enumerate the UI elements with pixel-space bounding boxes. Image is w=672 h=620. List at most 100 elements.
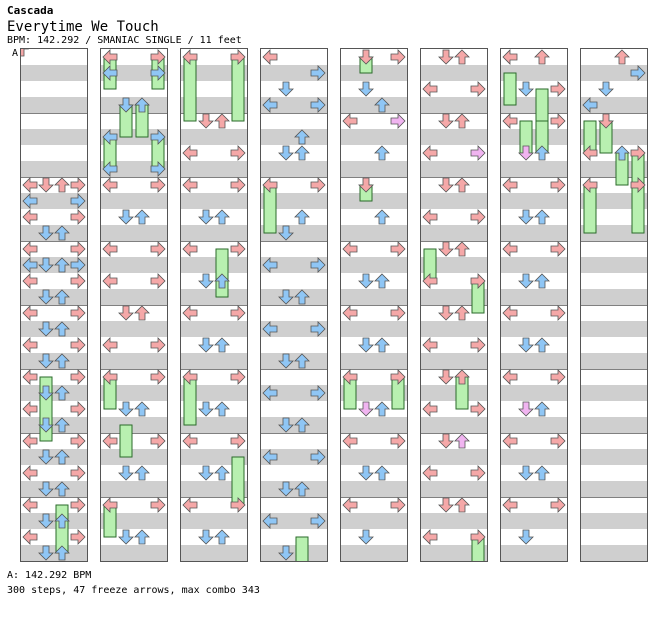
beat-band	[421, 417, 487, 433]
down-arrow-note	[198, 465, 214, 481]
down-arrow-note	[438, 177, 454, 193]
bpm-section-marker: A	[12, 48, 19, 59]
beat-band	[581, 513, 647, 529]
left-arrow-note	[182, 145, 198, 161]
up-arrow-note	[614, 145, 630, 161]
up-arrow-note	[454, 177, 470, 193]
beat-band	[581, 545, 647, 561]
left-arrow-note	[182, 49, 198, 65]
beat-band	[261, 225, 327, 241]
up-arrow-note	[54, 481, 70, 497]
beat-band	[261, 257, 327, 273]
left-arrow-note	[102, 177, 118, 193]
left-arrow-note	[582, 97, 598, 113]
down-arrow-note	[38, 417, 54, 433]
down-arrow-note	[518, 401, 534, 417]
left-arrow-note	[262, 177, 278, 193]
measure-line	[581, 305, 647, 306]
right-arrow-note	[550, 81, 566, 97]
song-artist: Cascada	[7, 4, 54, 17]
beat-band	[421, 161, 487, 177]
left-arrow-note	[262, 49, 278, 65]
down-arrow-note	[358, 81, 374, 97]
down-arrow-note	[358, 177, 374, 193]
up-arrow-note	[54, 353, 70, 369]
beat-band	[181, 321, 247, 337]
measure-line	[261, 433, 327, 434]
beat-band	[501, 385, 567, 401]
right-arrow-note	[550, 305, 566, 321]
beat-band	[21, 257, 87, 273]
up-arrow-note	[54, 321, 70, 337]
left-arrow-note	[22, 433, 38, 449]
measure-line	[581, 433, 647, 434]
left-arrow-note	[22, 209, 38, 225]
measure-line	[181, 305, 247, 306]
beat-band	[181, 65, 247, 81]
beat-band	[341, 161, 407, 177]
left-arrow-note	[502, 113, 518, 129]
right-arrow-note	[70, 497, 86, 513]
up-arrow-note	[134, 529, 150, 545]
left-arrow-note	[262, 513, 278, 529]
beat-band	[261, 97, 327, 113]
down-arrow-note	[118, 401, 134, 417]
left-arrow-note	[422, 81, 438, 97]
down-arrow-note	[438, 49, 454, 65]
right-arrow-note	[150, 177, 166, 193]
down-arrow-note	[198, 401, 214, 417]
beat-band	[341, 353, 407, 369]
beat-band	[101, 449, 167, 465]
left-arrow-note	[102, 49, 118, 65]
column-arrows	[102, 49, 166, 545]
column-arrows	[502, 49, 566, 545]
chart-column	[420, 48, 488, 562]
right-arrow-note	[230, 241, 246, 257]
beat-band	[181, 417, 247, 433]
left-arrow-note	[422, 209, 438, 225]
left-arrow-note	[102, 241, 118, 257]
beat-band	[101, 225, 167, 241]
beat-band	[101, 161, 167, 177]
down-arrow-note	[598, 113, 614, 129]
down-arrow-note	[278, 481, 294, 497]
left-arrow-note	[342, 113, 358, 129]
right-arrow-note	[150, 65, 166, 81]
left-arrow-note	[262, 97, 278, 113]
right-arrow-note	[70, 433, 86, 449]
up-arrow-note	[54, 417, 70, 433]
right-arrow-note	[470, 465, 486, 481]
beat-band	[501, 513, 567, 529]
down-arrow-note	[438, 497, 454, 513]
down-arrow-note	[38, 353, 54, 369]
measure-line	[581, 177, 647, 178]
chart-info: BPM: 142.292 / SMANIAC SINGLE / 11 feet	[7, 35, 242, 46]
up-arrow-note	[214, 401, 230, 417]
chart-column	[100, 48, 168, 562]
measure-line	[261, 177, 327, 178]
measure-line	[181, 497, 247, 498]
right-arrow-note	[150, 273, 166, 289]
beat-band	[21, 545, 87, 561]
down-arrow-note	[518, 209, 534, 225]
chart-column	[580, 48, 648, 562]
beat-band	[21, 417, 87, 433]
down-arrow-note	[518, 81, 534, 97]
beat-band	[261, 385, 327, 401]
chart-column	[260, 48, 328, 562]
beat-band	[341, 289, 407, 305]
measure-line	[261, 369, 327, 370]
beat-band	[261, 65, 327, 81]
measure-line	[101, 305, 167, 306]
measure-line	[501, 369, 567, 370]
left-arrow-note	[262, 321, 278, 337]
down-arrow-note	[438, 369, 454, 385]
beat-band	[341, 417, 407, 433]
column-arrows	[582, 49, 646, 234]
freeze-arrow	[119, 424, 133, 458]
freeze-arrow	[503, 72, 517, 106]
right-arrow-note	[70, 529, 86, 545]
beat-band	[261, 449, 327, 465]
left-arrow-note	[22, 305, 38, 321]
beat-band	[341, 545, 407, 561]
